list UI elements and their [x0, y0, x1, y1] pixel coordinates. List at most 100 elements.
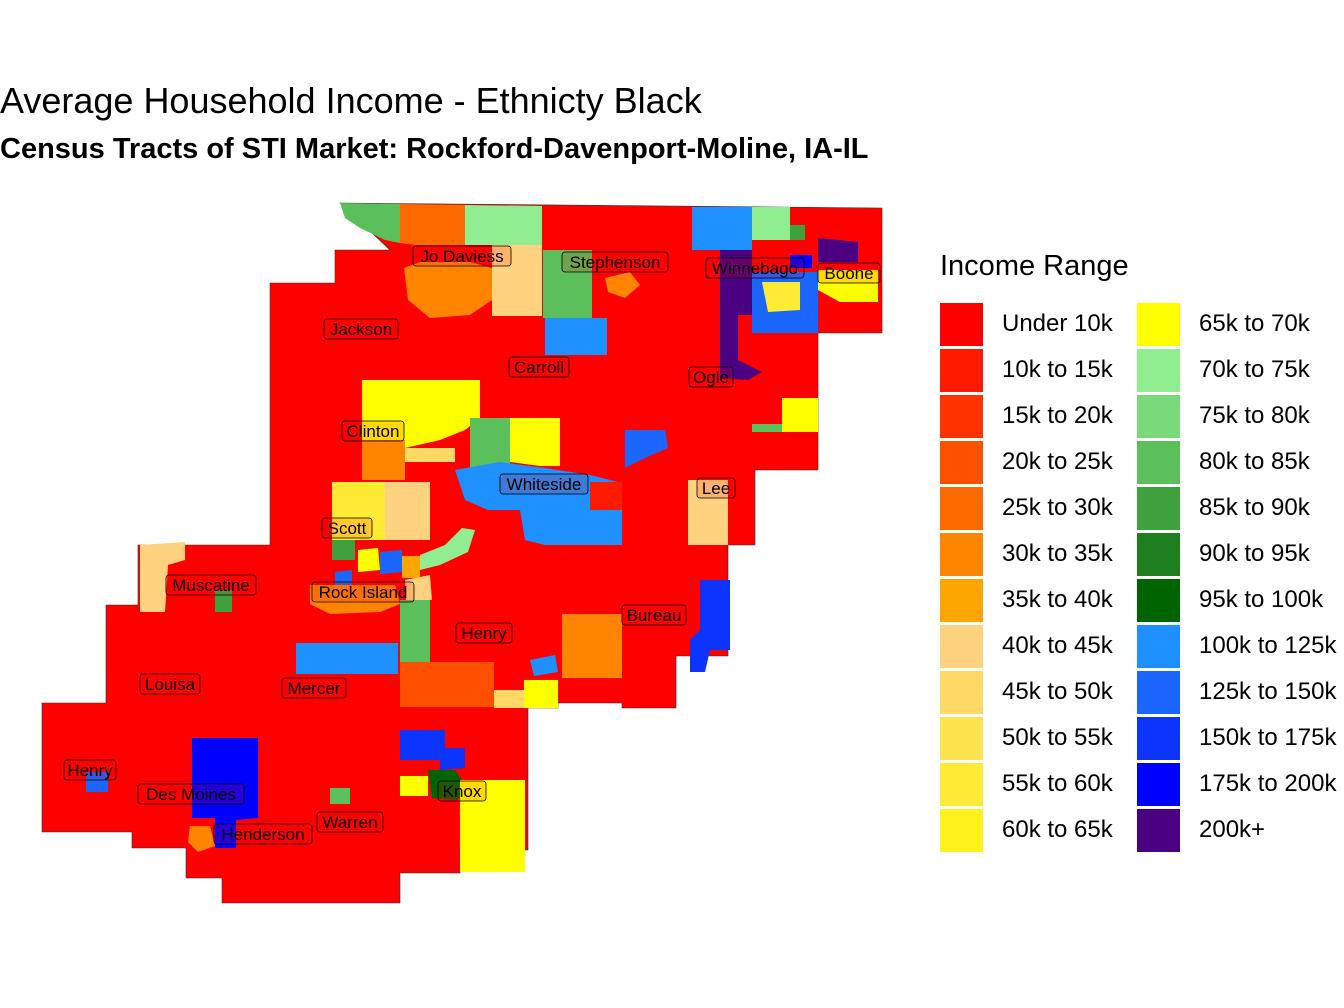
tract — [752, 207, 790, 240]
svg-text:Warren: Warren — [322, 813, 377, 832]
legend-label: 50k to 55k — [1002, 724, 1113, 751]
svg-text:Stephenson: Stephenson — [570, 253, 661, 272]
tract — [335, 570, 352, 588]
legend-item: 200k+ — [1137, 807, 1336, 853]
tract — [625, 430, 668, 468]
legend-item: 95k to 100k — [1137, 577, 1336, 623]
legend-label: 85k to 90k — [1199, 494, 1310, 521]
legend-swatch — [1137, 394, 1180, 438]
svg-text:Des Moines: Des Moines — [146, 785, 236, 804]
tract — [692, 207, 752, 250]
county-label-boone: Boone — [817, 262, 881, 284]
tract — [400, 730, 465, 770]
tract — [543, 250, 592, 318]
legend-label: 125k to 150k — [1199, 678, 1337, 705]
legend-item: 150k to 175k — [1137, 715, 1336, 761]
legend-item: 80k to 85k — [1137, 439, 1336, 485]
legend-item: 20k to 25k — [940, 439, 1137, 485]
tract — [605, 272, 640, 298]
legend-label: 65k to 70k — [1199, 310, 1310, 337]
legend-label: 55k to 60k — [1002, 770, 1113, 797]
tract — [530, 655, 558, 676]
legend-swatch — [940, 532, 983, 576]
tract — [330, 788, 350, 804]
svg-text:Louisa: Louisa — [145, 675, 196, 694]
svg-text:Whiteside: Whiteside — [507, 475, 582, 494]
county-label-jo-daviess: Jo Daviess — [412, 245, 512, 267]
legend-item: 90k to 95k — [1137, 531, 1336, 577]
legend-item: 35k to 40k — [940, 577, 1137, 623]
legend-column: 65k to 70k 70k to 75k 75k to 80k 80k to 85k… — [1137, 301, 1336, 853]
legend-swatch — [1137, 670, 1180, 714]
tract — [296, 643, 398, 674]
county-label-henry-ia: Henry — [63, 759, 117, 781]
tract — [358, 548, 380, 572]
county-labels: Jo Daviess Stephenson Winnebago Boone Ja… — [63, 245, 881, 845]
legend-label: 95k to 100k — [1199, 586, 1324, 613]
legend-swatch — [1137, 624, 1180, 668]
county-label-scott: Scott — [321, 517, 373, 539]
tract — [215, 590, 232, 612]
tract — [590, 482, 622, 510]
tract — [380, 550, 402, 574]
tract — [720, 250, 762, 380]
county-label-des-moines: Des Moines — [137, 783, 245, 805]
county-label-bureau: Bureau — [621, 604, 687, 626]
county-label-knox: Knox — [437, 780, 487, 802]
legend-label: 15k to 20k — [1002, 402, 1113, 429]
county-label-jackson: Jackson — [323, 318, 399, 340]
legend-label: 175k to 200k — [1199, 770, 1337, 797]
legend-column: Under 10k 10k to 15k 15k to 20k 20k to 25k 2… — [940, 301, 1137, 853]
tract — [332, 540, 355, 560]
legend-swatch — [940, 348, 983, 392]
legend-swatch — [940, 762, 983, 806]
legend-label: 60k to 65k — [1002, 816, 1113, 843]
legend-item: 45k to 50k — [940, 669, 1137, 715]
tract — [86, 772, 108, 792]
tract — [192, 738, 258, 848]
legend-item: 85k to 90k — [1137, 485, 1336, 531]
county-label-warren: Warren — [316, 811, 384, 833]
legend-swatch — [1137, 302, 1180, 346]
tract — [428, 770, 465, 800]
tract — [782, 398, 818, 432]
county-label-rock-island: Rock Island — [311, 581, 415, 603]
county-label-louisa: Louisa — [139, 673, 201, 695]
tract — [140, 542, 185, 612]
legend-title: Income Range — [940, 250, 1129, 282]
legend-swatch — [1137, 716, 1180, 760]
svg-text:Jackson: Jackson — [330, 320, 392, 339]
legend-label: 75k to 80k — [1199, 402, 1310, 429]
tract — [404, 262, 492, 318]
legend-label: 25k to 30k — [1002, 494, 1113, 521]
tract — [400, 204, 465, 245]
tract — [545, 318, 607, 355]
legend-item: 15k to 20k — [940, 393, 1137, 439]
tract — [310, 585, 400, 614]
tract — [818, 270, 878, 302]
map-legend: Income Range Under 10k 10k to 15k 15k to 2… — [940, 250, 1344, 853]
legend-item: 60k to 65k — [940, 807, 1137, 853]
svg-text:Clinton: Clinton — [347, 422, 400, 441]
tract — [362, 380, 480, 448]
tract — [405, 448, 455, 462]
legend-label: 20k to 25k — [1002, 448, 1113, 475]
county-label-henderson: Henderson — [213, 823, 313, 845]
tract — [405, 575, 432, 600]
svg-text:Henry: Henry — [67, 761, 113, 780]
legend-item: 100k to 125k — [1137, 623, 1336, 669]
legend-swatch — [940, 808, 983, 852]
tract — [790, 225, 805, 240]
tract — [455, 462, 622, 545]
legend-swatch — [1137, 808, 1180, 852]
svg-text:Ogle: Ogle — [693, 368, 729, 387]
legend-label: 10k to 15k — [1002, 356, 1113, 383]
legend-swatch — [940, 394, 983, 438]
county-label-mercer: Mercer — [281, 677, 347, 699]
legend-label: 35k to 40k — [1002, 586, 1113, 613]
county-label-whiteside: Whiteside — [499, 473, 589, 495]
svg-text:Scott: Scott — [328, 519, 367, 538]
tract — [690, 580, 730, 672]
svg-text:Mercer: Mercer — [288, 679, 341, 698]
tract — [400, 662, 494, 707]
